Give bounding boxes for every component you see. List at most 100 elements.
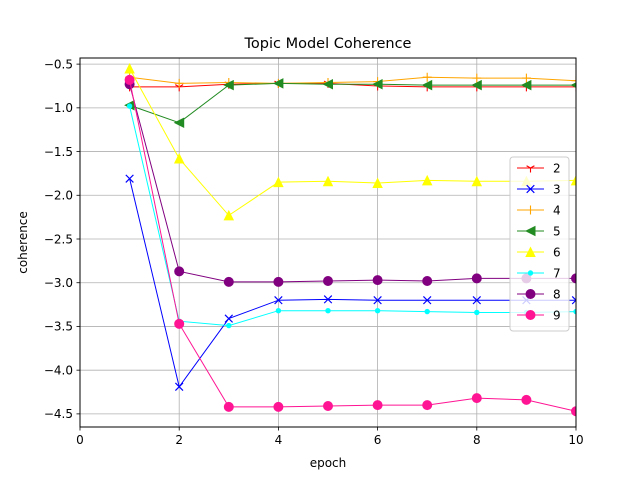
data-point (374, 308, 381, 314)
data-point (471, 393, 482, 404)
data-point (471, 273, 482, 284)
legend-swatch-marker (525, 225, 536, 237)
data-point (571, 295, 576, 305)
legend-swatch-marker (525, 310, 536, 320)
data-point (570, 174, 576, 186)
legend-swatch-marker (527, 270, 534, 276)
data-point (372, 78, 383, 90)
data-point (126, 103, 133, 109)
data-point (273, 176, 284, 188)
series-line (129, 178, 576, 388)
series-9 (124, 74, 576, 417)
data-point (226, 322, 232, 329)
data-point (323, 275, 333, 286)
legend-item: 5 (517, 224, 561, 238)
data-point (174, 78, 184, 88)
legend-item: 7 (517, 266, 561, 280)
legend-label: 9 (553, 308, 561, 322)
data-point (124, 74, 135, 85)
series-5 (124, 78, 576, 128)
y-tick-label: −1.5 (44, 145, 73, 159)
legend-item: 8 (517, 287, 561, 301)
y-tick-label: −0.5 (44, 57, 73, 71)
data-point (224, 314, 234, 323)
x-tick-label: 0 (76, 433, 84, 447)
y-tick-label: −3.0 (44, 276, 73, 290)
data-point (372, 177, 383, 189)
data-point (273, 401, 284, 412)
legend-item: 9 (517, 308, 561, 322)
data-point (223, 401, 234, 412)
data-point (422, 295, 432, 305)
data-point (173, 153, 185, 164)
chart-title: Topic Model Coherence (244, 36, 412, 52)
legend-label: 7 (553, 266, 561, 280)
y-tick-label: −2.0 (44, 189, 73, 203)
data-point (273, 276, 284, 287)
legend-swatch-marker (526, 184, 535, 194)
data-point (521, 394, 532, 405)
x-tick-label: 2 (175, 433, 183, 447)
data-point (571, 76, 576, 86)
data-point (223, 79, 234, 91)
data-point (272, 78, 284, 89)
data-point (274, 295, 283, 305)
x-tick-label: 8 (473, 433, 481, 447)
legend-box (509, 156, 570, 332)
legend-swatch-marker (525, 289, 536, 299)
legend-label: 2 (553, 161, 561, 175)
y-tick-label: −2.5 (44, 232, 73, 246)
legend: 2 3 4 5 6 7 8 9 (509, 156, 570, 332)
x-tick-label: 10 (568, 433, 583, 447)
legend-label: 8 (553, 287, 561, 301)
data-point (323, 295, 333, 304)
data-point (124, 62, 135, 74)
plot-frame (79, 57, 577, 428)
data-point (422, 400, 433, 411)
data-point (275, 308, 282, 314)
legend-item: 3 (517, 182, 561, 196)
data-point (174, 318, 185, 329)
data-point (521, 73, 531, 83)
data-point (571, 273, 576, 284)
x-axis-label: epoch (310, 456, 347, 470)
data-point (421, 174, 433, 186)
series-line (129, 82, 576, 124)
legend-label: 5 (553, 224, 561, 238)
series-line (129, 105, 576, 327)
data-point (174, 266, 185, 277)
data-point (322, 175, 334, 187)
x-tick-label: 6 (374, 433, 382, 447)
data-point (472, 295, 482, 305)
data-point (223, 209, 235, 221)
data-point (125, 174, 134, 183)
data-point (422, 275, 433, 286)
data-point (173, 117, 185, 128)
grid (79, 58, 577, 427)
legend-swatch-marker (525, 246, 536, 258)
data-point (472, 73, 482, 83)
x-tick-label: 4 (275, 433, 283, 447)
y-tick-label: −4.5 (44, 407, 73, 421)
data-point (520, 79, 532, 91)
data-point (422, 72, 432, 82)
series-line (129, 84, 576, 283)
data-point (471, 79, 482, 91)
series-line (129, 68, 576, 217)
data-point (174, 382, 184, 392)
legend-item: 2 (517, 161, 561, 175)
data-point (372, 275, 383, 286)
data-point (571, 406, 576, 417)
legend-label: 6 (553, 245, 561, 259)
legend-swatch-marker (526, 165, 535, 173)
data-point (322, 78, 334, 90)
y-tick-label: −3.5 (44, 320, 73, 334)
data-point (223, 276, 234, 287)
data-point (325, 308, 331, 314)
y-tick-label: −1.0 (44, 101, 73, 115)
legend-label: 3 (553, 182, 561, 196)
axis-ticks: 0 2 4 6 8 10 −0.5 −1.0 −1.5 −2.0 −2.5 −3.0 −3.5 −4.0 −… (44, 57, 584, 447)
data-point (570, 82, 576, 88)
